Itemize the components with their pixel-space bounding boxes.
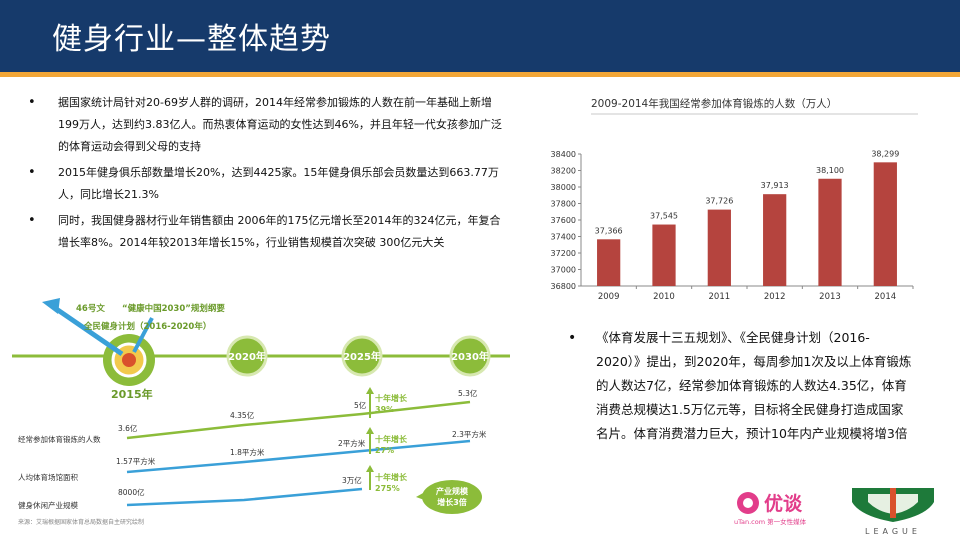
- y-tick-label: 38400: [551, 150, 576, 159]
- header-banner: 健身行业—整体趋势: [0, 0, 960, 72]
- callout-line: 增长3倍: [437, 497, 467, 507]
- row-label: 人均体育场馆面积: [18, 472, 78, 482]
- start-year-label: 2015年: [111, 387, 153, 401]
- bullet-dot: •: [28, 165, 36, 180]
- row-value: 5亿: [354, 400, 367, 410]
- y-tick-label: 38200: [551, 167, 576, 176]
- youtan-logo: 优谈 uTan.com 第一女性媒体: [734, 492, 807, 526]
- growth-title: 十年增长: [375, 434, 408, 444]
- bullet-dot: •: [28, 95, 36, 110]
- y-tick-label: 37800: [551, 200, 576, 209]
- milestone-label: 2025年: [343, 350, 381, 363]
- x-tick-label: 2012: [764, 292, 786, 302]
- y-tick-label: 37200: [551, 249, 576, 258]
- milestone-circle: [449, 335, 491, 377]
- row-value: 1.8平方米: [230, 447, 265, 457]
- accent-bar: [0, 72, 960, 77]
- bullet-text: 《体育发展十三五规划》、《全民健身计划（2016-2020）》提出，到2020年…: [596, 330, 912, 441]
- league-wordmark: LEAGUE: [865, 527, 921, 536]
- growth-arrow-head: [366, 465, 374, 472]
- growth-arrow-head: [366, 427, 374, 434]
- source-note: 来源：艾瑞根据国家体育总局数据自主研究绘制: [18, 518, 144, 526]
- bar: [597, 239, 621, 286]
- growth-title: 十年增长: [375, 393, 408, 403]
- bar: [707, 209, 731, 286]
- bullet-item: • 据国家统计局针对20-69岁人群的调研，2014年经常参加锻炼的人数在前一年…: [28, 92, 503, 158]
- league-accent: [890, 488, 896, 518]
- row-value: 3.6亿: [118, 423, 138, 433]
- row-line-venue: [126, 439, 471, 474]
- bullet-dot: •: [568, 330, 577, 346]
- growth-arrow-head: [366, 387, 374, 394]
- doc-arrow-tail: [42, 298, 60, 314]
- youtan-mark-inner: [743, 498, 753, 508]
- plan-arrow: [132, 317, 154, 353]
- chart-title: 2009-2014年我国经常参加体育锻炼的人数（万人）: [591, 97, 837, 110]
- bar-chart: 2009-2014年我国经常参加体育锻炼的人数（万人） 36800 37000 37…: [551, 97, 918, 302]
- growth-value: 27%: [375, 446, 394, 455]
- y-tick-label: 37400: [551, 233, 576, 242]
- milestone-circle: [341, 335, 383, 377]
- x-tick-label: 2014: [875, 292, 897, 302]
- bar: [652, 224, 676, 286]
- row-label: 健身休闲产业规模: [18, 500, 78, 510]
- bullet-text: 据国家统计局针对20-69岁人群的调研，2014年经常参加锻炼的人数在前一年基础…: [58, 96, 502, 153]
- youtan-sub: uTan.com 第一女性媒体: [734, 517, 807, 526]
- plan-label: “健康中国2030”规划纲要: [122, 303, 225, 314]
- page-title: 健身行业—整体趋势: [52, 22, 331, 57]
- y-tick-label: 37600: [551, 216, 576, 225]
- doc-label: 46号文: [76, 303, 105, 314]
- x-tick-label: 2011: [709, 292, 731, 302]
- row-line-participation: [126, 400, 471, 440]
- y-tick-label: 37000: [551, 266, 576, 275]
- row-value: 5.3亿: [458, 388, 478, 398]
- bullet-item: • 2015年健身俱乐部数量增长20%，达到4425家。15年健身俱乐部会员数量…: [28, 162, 503, 206]
- callout-line: 产业规模: [436, 486, 469, 496]
- x-tick-label: 2010: [653, 292, 675, 302]
- bullet-text: 2015年健身俱乐部数量增长20%，达到4425家。15年健身俱乐部会员数量达到…: [58, 166, 499, 201]
- x-tick-label: 2009: [598, 292, 620, 302]
- milestone-circle: [226, 335, 268, 377]
- bar-value-label: 37,366: [595, 226, 623, 235]
- bar: [818, 178, 842, 286]
- row-value: 3万亿: [342, 475, 362, 485]
- bar-value-label: 38,100: [816, 166, 844, 175]
- fitness-plan-label: 全民健身计划（2016-2020年）: [83, 321, 211, 332]
- y-tick-label: 36800: [551, 282, 576, 291]
- chart-axes: 36800 37000 37200 37400 37600 37800 38000 38200…: [551, 150, 914, 302]
- row-value: 1.57平方米: [116, 456, 156, 466]
- bullet-dot: •: [28, 213, 36, 228]
- left-bullet-list: • 据国家统计局针对20-69岁人群的调研，2014年经常参加锻炼的人数在前一年…: [28, 92, 503, 258]
- bar-value-label: 37,913: [761, 181, 789, 190]
- bar-value-label: 38,299: [871, 149, 899, 158]
- growth-value: 275%: [375, 484, 400, 493]
- growth-value: 39%: [375, 405, 394, 414]
- timeline-infographic: 46号文 “健康中国2030”规划纲要 全民健身计划（2016-2020年） 2…: [12, 298, 510, 526]
- y-tick-label: 38000: [551, 183, 576, 192]
- doc-arrow: [50, 303, 124, 357]
- league-logo: LEAGUE: [852, 488, 934, 536]
- chart-bars: 37,366 37,545 37,726 37,913 38,100 38,299: [595, 149, 899, 286]
- growth-title: 十年增长: [375, 472, 408, 482]
- callout-bubble: [422, 480, 482, 514]
- row-value: 2平方米: [338, 438, 366, 448]
- x-tick-label: 2013: [819, 292, 841, 302]
- youtan-name: 优谈: [764, 492, 803, 515]
- row-value: 2.3平方米: [452, 429, 487, 439]
- milestone-label: 2020年: [228, 350, 266, 363]
- bar: [763, 194, 787, 286]
- bar: [873, 162, 897, 286]
- start-year-core: [122, 353, 136, 367]
- row-line-industry: [126, 487, 363, 507]
- bullet-text: 同时，我国健身器材行业年销售额由 2006年的175亿元增长至2014年的324…: [58, 214, 501, 249]
- right-bullet-item: • 《体育发展十三五规划》、《全民健身计划（2016-2020）》提出，到202…: [568, 326, 913, 446]
- row-value: 8000亿: [118, 487, 145, 497]
- row-value: 4.35亿: [230, 410, 255, 420]
- bullet-item: • 同时，我国健身器材行业年销售额由 2006年的175亿元增长至2014年的3…: [28, 210, 503, 254]
- milestone-label: 2030年: [451, 350, 489, 363]
- bar-value-label: 37,545: [650, 212, 678, 221]
- bar-value-label: 37,726: [705, 197, 733, 206]
- row-label: 经常参加体育锻炼的人数: [18, 434, 101, 444]
